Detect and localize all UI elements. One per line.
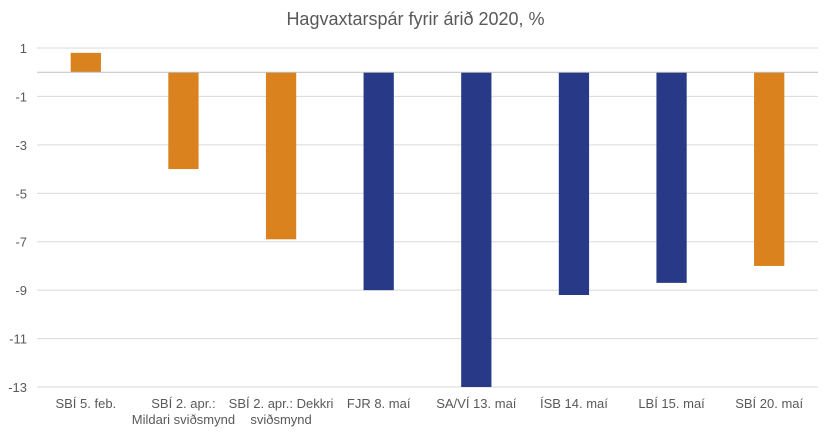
labels: 1 -1 -3 -5 -7 -9 -11 -13 SBÍ 5. feb. SBÍ 2. apr.:… — [8, 41, 803, 427]
y-tick-label: -7 — [15, 235, 27, 250]
x-tick-label: LBÍ 15. maí — [638, 396, 705, 411]
x-tick-label: SBÍ 2. apr.: — [151, 396, 215, 411]
x-tick-label: SBÍ 20. maí — [735, 396, 803, 411]
x-tick-label: SBÍ 5. feb. — [55, 396, 116, 411]
x-tick-label: ÍSB 14. maí — [540, 396, 608, 411]
y-tick-label: -13 — [8, 380, 27, 395]
y-tick-label: -1 — [15, 89, 27, 104]
bar — [558, 72, 590, 295]
y-tick-label: -11 — [9, 332, 27, 347]
bar — [70, 52, 101, 73]
y-tick-label: 1 — [20, 41, 27, 56]
x-tick-label: Mildari sviðsmynd — [132, 412, 235, 427]
bar — [754, 72, 785, 266]
x-tick-label: FJR 8. maí — [347, 396, 411, 411]
x-tick-label: SBÍ 2. apr.: Dekkri — [229, 396, 334, 411]
y-tick-label: -9 — [15, 283, 27, 298]
bars — [70, 52, 785, 387]
bar — [265, 72, 297, 240]
gridlines — [37, 47, 818, 388]
bar — [168, 72, 199, 170]
x-tick-label: SA/VÍ 13. maí — [436, 396, 517, 411]
bar — [363, 72, 394, 291]
y-tick-label: -5 — [15, 186, 27, 201]
y-tick-label: -3 — [15, 138, 27, 153]
bar — [656, 72, 687, 283]
chart-title: Hagvaxtarspár fyrir árið 2020, % — [286, 9, 545, 29]
x-tick-label: sviðsmynd — [250, 412, 311, 427]
bar — [461, 72, 492, 387]
